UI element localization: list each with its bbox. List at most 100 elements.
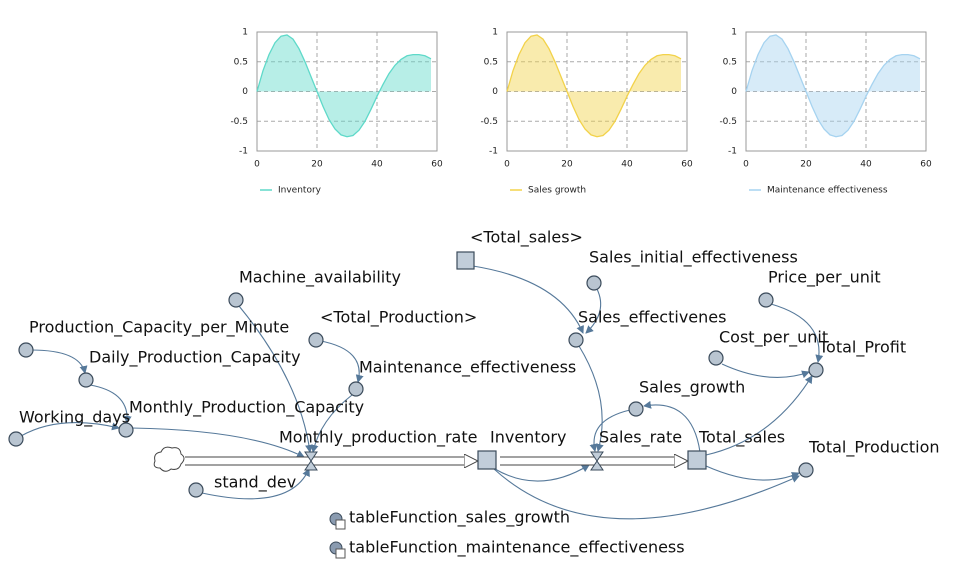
link	[493, 468, 800, 520]
x-tick-label: 20	[311, 160, 323, 170]
link	[705, 375, 813, 456]
node-label: Working_days	[19, 408, 130, 428]
variable[interactable]	[78, 372, 94, 388]
variable[interactable]	[798, 462, 814, 478]
link	[30, 349, 88, 374]
links	[20, 265, 824, 520]
area-fill	[507, 35, 681, 137]
variable[interactable]	[118, 422, 134, 438]
variable[interactable]	[188, 482, 204, 498]
link	[705, 465, 800, 481]
node-label: tableFunction_maintenance_effectiveness	[349, 538, 685, 558]
node-label: Maintenance_effectiveness	[359, 358, 576, 378]
link	[643, 400, 701, 453]
flows	[153, 446, 687, 472]
y-tick-label: -0.5	[719, 117, 737, 127]
link	[578, 345, 604, 452]
stock[interactable]	[687, 450, 707, 470]
node-label: tableFunction_sales_growth	[349, 508, 570, 528]
variable[interactable]	[808, 362, 824, 378]
node-label: Sales_rate	[599, 428, 682, 448]
link	[589, 409, 631, 452]
node-label: Total_sales	[698, 428, 785, 448]
y-tick-label: 1	[731, 28, 737, 38]
link	[770, 303, 824, 363]
y-tick-label: 1	[242, 28, 248, 38]
variable[interactable]	[628, 401, 644, 417]
variable[interactable]	[348, 381, 364, 397]
link	[320, 340, 364, 383]
y-tick-label: -1	[239, 147, 248, 157]
y-tick-label: 1	[492, 28, 498, 38]
node-label: Monthly_production_rate	[279, 428, 477, 448]
link	[585, 288, 602, 334]
link	[238, 305, 313, 453]
legend-label: Inventory	[278, 186, 322, 196]
node-label: Cost_per_unit	[719, 328, 828, 348]
charts: -1 -0.5 0 0.5 1 0 20 40 60 Inventory -1 -0.5 0 0.5 1 0 2…	[230, 28, 932, 196]
stock[interactable]	[477, 450, 497, 470]
legend-label: Sales growth	[528, 186, 586, 196]
variable[interactable]	[308, 332, 324, 348]
x-tick-label: 20	[561, 160, 573, 170]
variable[interactable]	[18, 342, 34, 358]
series-line	[256, 34, 432, 138]
valve	[590, 451, 604, 471]
x-tick-label: 60	[920, 160, 932, 170]
table-function-icon[interactable]	[329, 512, 346, 530]
variable[interactable]	[8, 431, 24, 447]
variable[interactable]	[568, 332, 584, 348]
x-tick-label: 0	[743, 160, 749, 170]
stock[interactable]	[456, 251, 475, 270]
node-label: Price_per_unit	[768, 268, 881, 288]
y-tick-label: 0	[731, 87, 737, 97]
variable[interactable]	[758, 292, 774, 308]
x-tick-label: 60	[681, 160, 693, 170]
node-label: stand_dev	[214, 473, 296, 493]
valve	[304, 451, 318, 471]
y-tick-label: -0.5	[480, 117, 498, 127]
node-label: Monthly_Production_Capacity	[129, 398, 364, 418]
legend-label: Maintenance effectiveness	[767, 186, 888, 196]
node-label: Sales_growth	[639, 378, 745, 398]
table-function-icon[interactable]	[329, 541, 346, 559]
x-tick-label: 20	[800, 160, 812, 170]
node-label: Production_Capacity_per_Minute	[29, 318, 289, 338]
link	[89, 384, 132, 424]
y-tick-label: 0.5	[484, 57, 498, 67]
y-tick-label: -1	[489, 147, 498, 157]
variable[interactable]	[228, 292, 244, 308]
link	[472, 265, 584, 334]
variable[interactable]	[708, 350, 724, 366]
node-label: Inventory	[490, 428, 566, 447]
link	[20, 422, 120, 437]
x-tick-label: 40	[860, 160, 872, 170]
y-tick-label: 0.5	[234, 57, 248, 67]
link	[131, 427, 305, 458]
area-fill	[257, 35, 431, 137]
labels: <Total_sales> Sales_initial_effectivenes…	[19, 228, 940, 558]
node-label: <Total_Production>	[320, 308, 477, 328]
y-tick-label: -0.5	[230, 117, 248, 127]
node-label: Sales_effectivenes	[578, 308, 726, 328]
x-tick-label: 40	[621, 160, 633, 170]
x-tick-label: 40	[371, 160, 383, 170]
node-label: Machine_availability	[239, 268, 401, 288]
link	[310, 394, 353, 453]
series-line	[506, 34, 682, 138]
x-tick-label: 0	[254, 160, 260, 170]
variable[interactable]	[586, 275, 602, 291]
x-tick-label: 60	[431, 160, 443, 170]
node-label: <Total_sales>	[470, 228, 583, 248]
node-label: Sales_initial_effectiveness	[589, 248, 798, 268]
y-tick-label: 0.5	[723, 57, 737, 67]
y-tick-label: 0	[242, 87, 248, 97]
node-label: Daily_Production_Capacity	[89, 348, 301, 368]
series-line	[745, 34, 921, 138]
area-fill	[746, 35, 920, 137]
node-label: Total_Production	[808, 438, 940, 458]
elements	[8, 251, 824, 559]
link	[721, 363, 810, 379]
x-tick-label: 0	[504, 160, 510, 170]
